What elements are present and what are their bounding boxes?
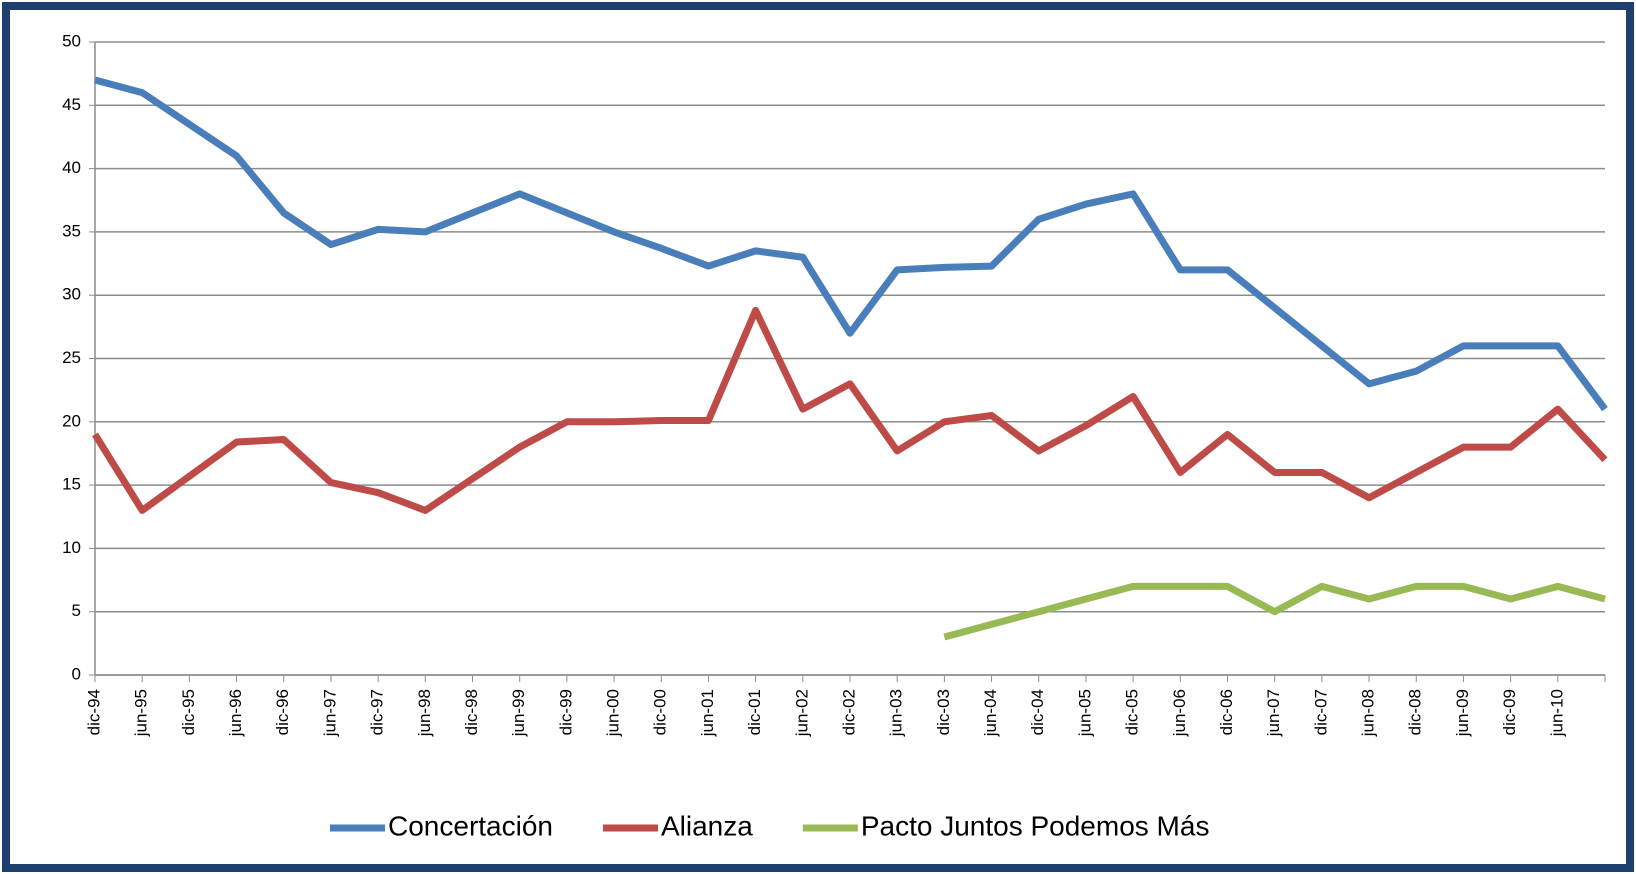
- x-tick-label: dic-05: [1123, 689, 1142, 735]
- x-tick-label: dic-96: [273, 689, 292, 735]
- x-tick-label: jun-03: [887, 689, 906, 737]
- legend-label: Pacto Juntos Podemos Más: [861, 810, 1210, 841]
- x-tick-label: dic-94: [84, 689, 103, 735]
- x-tick-label: dic-97: [368, 689, 387, 735]
- x-tick-label: jun-05: [1075, 689, 1094, 737]
- series-line: [94, 76, 1608, 412]
- x-tick-label: dic-04: [1028, 689, 1047, 735]
- x-tick-label: jun-09: [1453, 689, 1472, 737]
- x-tick-label: jun-98: [415, 689, 434, 737]
- legend-label: Concertación: [388, 810, 553, 841]
- y-tick-label: 50: [62, 31, 81, 50]
- x-tick-label: jun-00: [604, 689, 623, 737]
- x-tick-label: dic-99: [556, 689, 575, 735]
- y-tick-label: 5: [72, 601, 81, 620]
- x-tick-label: dic-98: [462, 689, 481, 735]
- y-tick-label: 20: [62, 411, 81, 430]
- x-tick-label: jun-97: [320, 689, 339, 737]
- x-tick-label: jun-01: [698, 689, 717, 737]
- x-tick-label: dic-95: [179, 689, 198, 735]
- legend-label: Alianza: [661, 810, 753, 841]
- x-tick-label: jun-04: [981, 689, 1000, 737]
- x-tick-label: dic-00: [651, 689, 670, 735]
- y-tick-label: 45: [62, 95, 81, 114]
- series-line: [943, 582, 1606, 641]
- x-tick-label: jun-96: [226, 689, 245, 737]
- x-tick-label: dic-07: [1311, 689, 1330, 735]
- x-tick-label: jun-02: [792, 689, 811, 737]
- x-tick-label: dic-03: [934, 689, 953, 735]
- x-tick-label: jun-95: [132, 689, 151, 737]
- x-tick-label: jun-07: [1264, 689, 1283, 737]
- x-tick-label: dic-01: [745, 689, 764, 735]
- x-tick-label: jun-06: [1170, 689, 1189, 737]
- y-tick-label: 25: [62, 348, 81, 367]
- x-tick-label: jun-10: [1547, 689, 1566, 737]
- x-tick-label: dic-08: [1406, 689, 1425, 735]
- y-tick-label: 10: [62, 538, 81, 557]
- x-tick-label: jun-08: [1359, 689, 1378, 737]
- series-line: [92, 306, 1608, 514]
- x-tick-label: dic-06: [1217, 689, 1236, 735]
- x-tick-label: dic-02: [839, 689, 858, 735]
- y-tick-label: 35: [62, 221, 81, 240]
- legend: Concertación Alianza Pacto Juntos Podemos …: [330, 810, 1209, 841]
- x-tick-label: jun-99: [509, 689, 528, 737]
- y-tick-label: 30: [62, 285, 81, 304]
- x-tick-label: dic-09: [1500, 689, 1519, 735]
- y-tick-label: 15: [62, 475, 81, 494]
- y-tick-label: 0: [72, 664, 81, 683]
- y-tick-label: 40: [62, 158, 81, 177]
